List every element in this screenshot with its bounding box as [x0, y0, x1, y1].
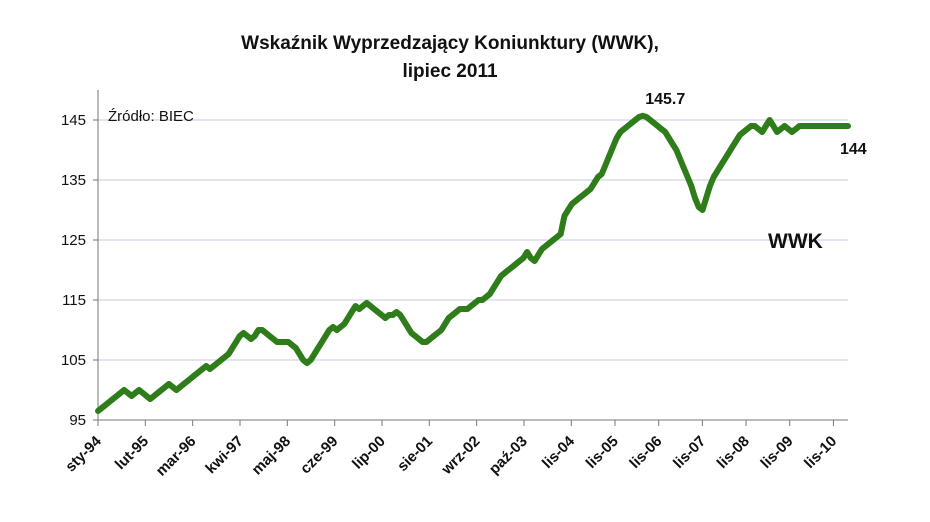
y-tick-label: 105 [61, 352, 86, 369]
x-tick-label: maj-98 [249, 433, 295, 479]
y-tick-label: 145 [61, 112, 86, 129]
x-tick-label: wrz-02 [438, 433, 484, 479]
series-line-wwk [95, 112, 851, 414]
grid [98, 119, 848, 361]
y-tick-label: 125 [61, 232, 86, 249]
chart-title-line2: lipiec 2011 [402, 61, 498, 82]
x-tick-label: lis-08 [714, 433, 753, 472]
y-tick-label: 95 [69, 412, 86, 429]
x-tick-label: kwi-97 [202, 433, 246, 477]
x-tick-label: lut-95 [112, 433, 152, 473]
series [95, 112, 851, 414]
chart-title-line1: Wskaźnik Wyprzedzający Koniunktury (WWK)… [241, 33, 659, 54]
annotations: 145.7 144 [645, 91, 867, 158]
annotation-label: 144 [840, 141, 867, 158]
x-tick-label: lip-00 [349, 433, 389, 473]
y-tick-label: 115 [62, 292, 86, 309]
series-label-wwk: WWK [768, 230, 823, 253]
x-tick-label: cze-99 [297, 433, 341, 477]
x-tick-label: paź-03 [486, 433, 531, 478]
x-axis-ticks: sty-94 lut-95 mar-96 kwi-97 maj-98 cze-99 lip-… [62, 420, 840, 480]
x-tick-label: mar-96 [153, 433, 200, 480]
x-tick-label: lis-06 [626, 433, 665, 472]
x-tick-label: sty-94 [62, 432, 105, 475]
axes [97, 90, 848, 421]
x-tick-label: lis-04 [539, 432, 579, 472]
y-axis-ticks: 95 105 115 125 135 145 [61, 112, 98, 429]
x-tick-label: lis-05 [583, 433, 622, 472]
annotation-label: 145.7 [645, 91, 685, 108]
y-tick-label: 135 [61, 172, 86, 189]
x-tick-label: lis-07 [670, 433, 709, 472]
x-tick-label: sie-01 [394, 433, 436, 475]
x-tick-label: lis-09 [757, 433, 796, 472]
x-tick-label: lis-10 [801, 433, 840, 472]
source-note: Źródło: BIEC [108, 108, 194, 125]
